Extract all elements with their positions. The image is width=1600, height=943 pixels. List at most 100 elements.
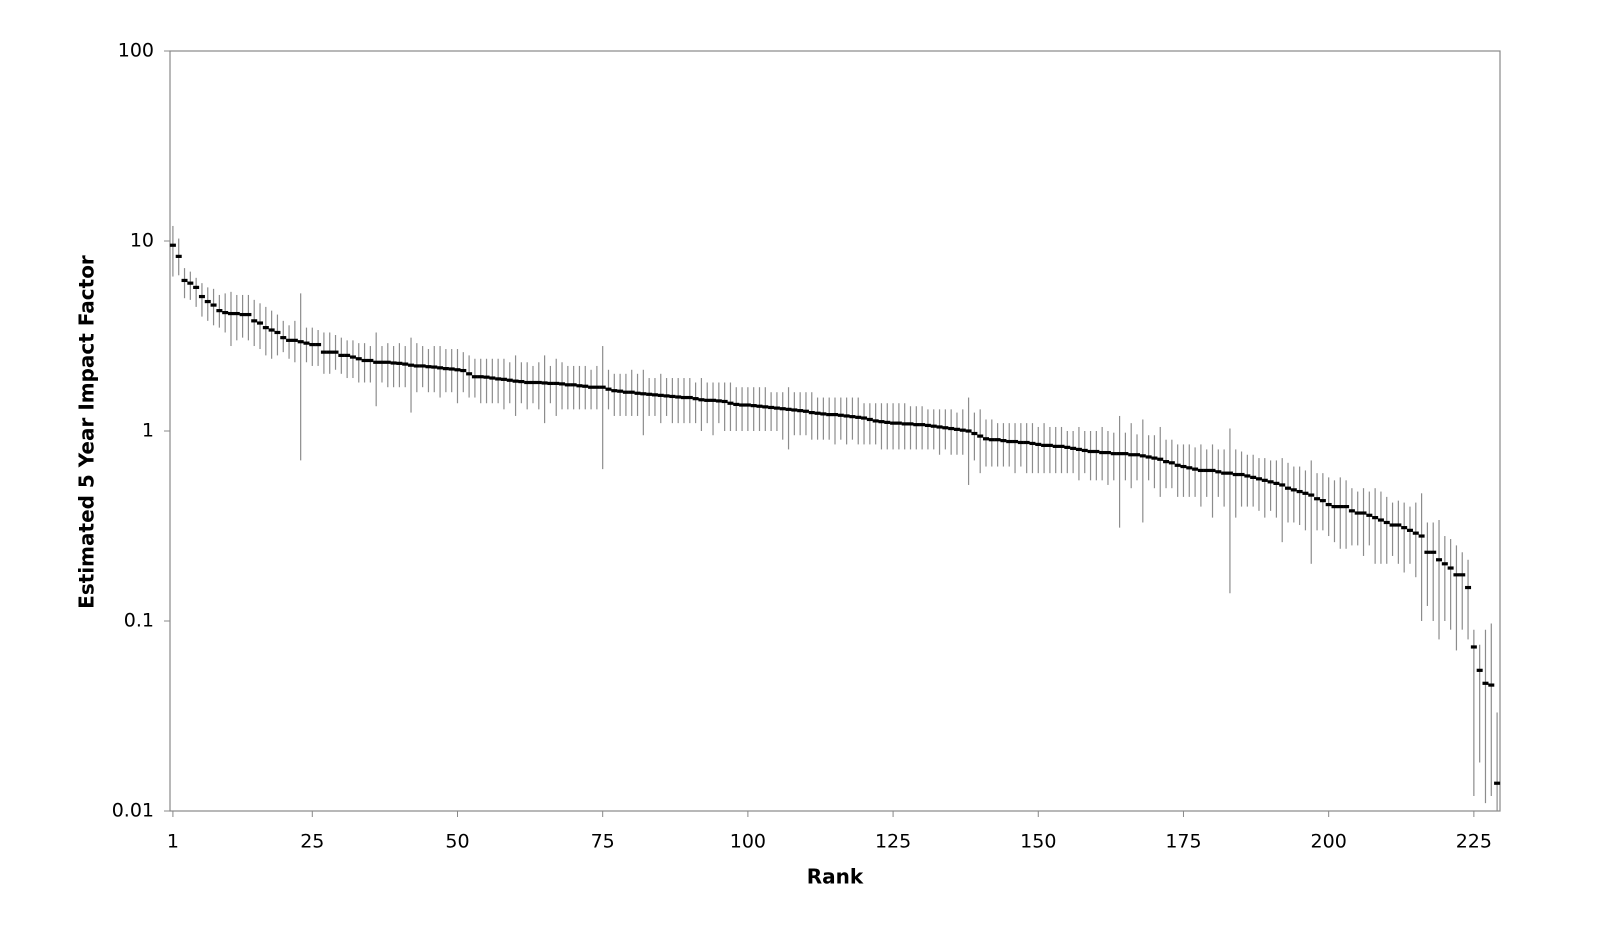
point bbox=[437, 366, 444, 370]
point bbox=[930, 424, 937, 428]
point bbox=[384, 360, 391, 364]
point bbox=[315, 342, 322, 347]
point bbox=[477, 375, 484, 379]
point bbox=[431, 365, 438, 369]
point bbox=[704, 398, 711, 402]
point bbox=[1168, 461, 1175, 465]
point bbox=[198, 294, 205, 299]
point bbox=[919, 423, 926, 427]
point bbox=[216, 309, 223, 313]
point bbox=[1447, 566, 1454, 570]
point bbox=[977, 434, 984, 438]
point bbox=[471, 375, 478, 379]
point bbox=[773, 406, 780, 410]
point bbox=[309, 342, 316, 347]
point bbox=[901, 422, 908, 426]
point bbox=[1075, 447, 1082, 452]
point bbox=[588, 385, 595, 389]
point bbox=[1383, 520, 1390, 525]
point bbox=[1465, 585, 1472, 590]
point bbox=[1470, 645, 1477, 649]
point bbox=[657, 393, 664, 397]
x-tick-label: 200 bbox=[1311, 831, 1347, 853]
point bbox=[924, 423, 931, 428]
point bbox=[1139, 454, 1146, 458]
point bbox=[361, 358, 368, 363]
x-tick-label: 150 bbox=[1020, 831, 1056, 853]
point bbox=[413, 364, 420, 368]
y-tick-label: 1 bbox=[142, 420, 154, 442]
point bbox=[1401, 526, 1408, 530]
point bbox=[1017, 440, 1024, 445]
point bbox=[326, 350, 333, 354]
point bbox=[1360, 511, 1367, 515]
point bbox=[791, 408, 798, 412]
point bbox=[651, 393, 658, 397]
point bbox=[344, 353, 351, 357]
point bbox=[965, 429, 972, 433]
point bbox=[1267, 480, 1274, 484]
point bbox=[1290, 488, 1297, 492]
point bbox=[1221, 471, 1228, 475]
point bbox=[169, 243, 176, 247]
point bbox=[1488, 683, 1495, 687]
point bbox=[593, 385, 600, 389]
point bbox=[1023, 440, 1030, 445]
point bbox=[710, 398, 717, 402]
point bbox=[466, 372, 473, 376]
x-tick-label: 225 bbox=[1456, 831, 1492, 853]
point bbox=[1151, 456, 1158, 460]
point bbox=[1093, 449, 1100, 454]
point bbox=[680, 395, 687, 400]
point bbox=[1430, 550, 1437, 554]
point bbox=[448, 367, 455, 371]
x-tick-label: 125 bbox=[875, 831, 911, 853]
point bbox=[1296, 489, 1303, 494]
point bbox=[983, 437, 990, 441]
point bbox=[820, 412, 827, 416]
point bbox=[582, 384, 589, 388]
point bbox=[500, 377, 507, 381]
point bbox=[1116, 452, 1123, 456]
point bbox=[373, 360, 380, 364]
point bbox=[953, 427, 960, 431]
point bbox=[1273, 481, 1280, 485]
point bbox=[1331, 505, 1338, 509]
point bbox=[181, 278, 188, 283]
point bbox=[233, 311, 240, 316]
point bbox=[1174, 463, 1181, 467]
point bbox=[378, 360, 385, 364]
point bbox=[559, 382, 566, 386]
point bbox=[1186, 466, 1193, 470]
point bbox=[698, 398, 705, 402]
point bbox=[1482, 681, 1489, 685]
point bbox=[286, 338, 293, 342]
x-tick-label: 25 bbox=[300, 831, 324, 853]
point bbox=[1197, 468, 1204, 473]
point bbox=[489, 376, 496, 380]
point bbox=[1052, 444, 1059, 448]
point bbox=[553, 381, 560, 386]
point bbox=[193, 285, 200, 289]
point bbox=[628, 390, 635, 394]
point bbox=[268, 328, 275, 332]
point bbox=[1012, 439, 1019, 444]
y-tick-label: 0.1 bbox=[124, 610, 154, 632]
point bbox=[721, 399, 728, 404]
point bbox=[832, 412, 838, 417]
point bbox=[483, 375, 490, 379]
point bbox=[367, 358, 374, 363]
point bbox=[733, 402, 740, 407]
point bbox=[524, 380, 531, 385]
point bbox=[1308, 493, 1315, 497]
point bbox=[849, 415, 856, 419]
point bbox=[814, 411, 821, 415]
point bbox=[535, 380, 542, 385]
point bbox=[808, 410, 815, 415]
point bbox=[913, 423, 920, 427]
point bbox=[855, 415, 862, 419]
point bbox=[622, 390, 629, 394]
point bbox=[988, 438, 995, 442]
point bbox=[564, 383, 571, 387]
point bbox=[1192, 467, 1199, 471]
